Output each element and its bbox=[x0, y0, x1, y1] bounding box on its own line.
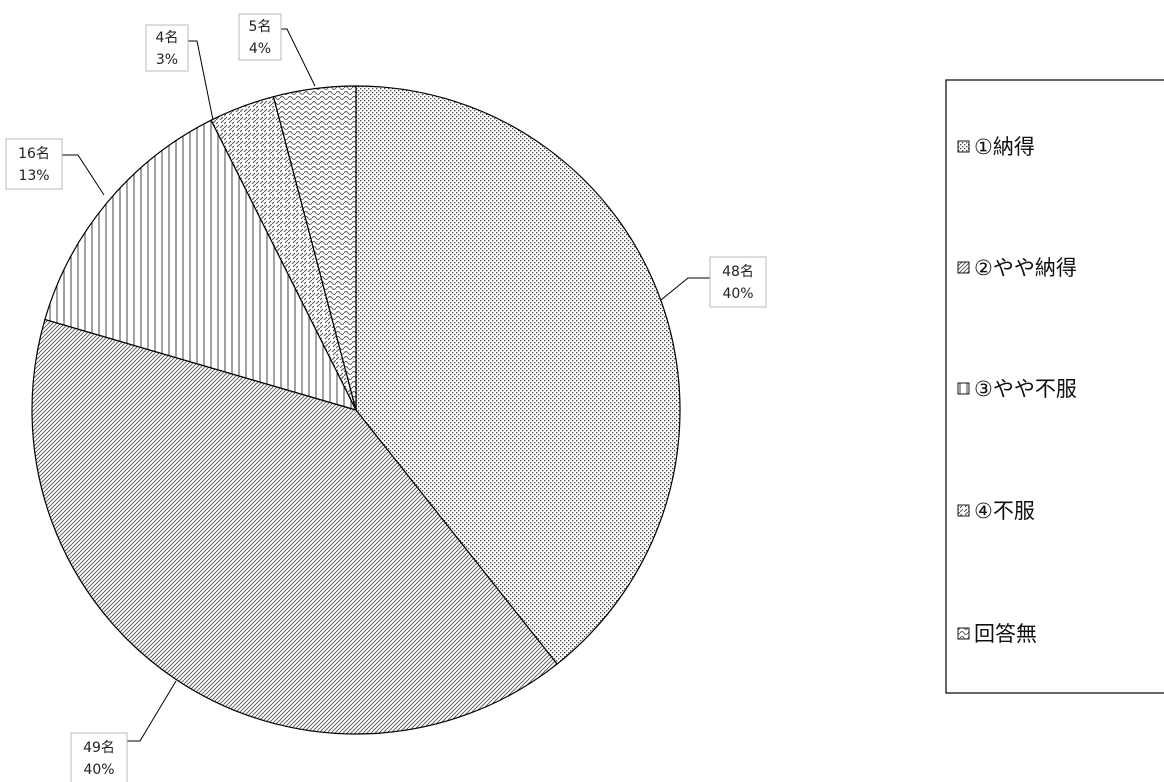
legend-label: ④不服 bbox=[974, 499, 1035, 523]
legend-swatch bbox=[957, 382, 970, 395]
data-label-percent: 40% bbox=[722, 286, 753, 302]
legend-swatch bbox=[957, 261, 970, 274]
leader-line bbox=[188, 40, 214, 121]
data-label-percent: 40% bbox=[83, 762, 114, 778]
leader-line bbox=[127, 680, 177, 742]
data-label-percent: 13% bbox=[18, 168, 49, 184]
data-label-count: 16名 bbox=[18, 146, 50, 162]
data-label-percent: 3% bbox=[156, 52, 178, 68]
pie-slice bbox=[272, 85, 357, 411]
data-label-count: 49名 bbox=[83, 740, 115, 756]
data-label-box bbox=[5, 138, 63, 190]
pie-slice bbox=[355, 85, 681, 665]
leader-line bbox=[281, 28, 316, 87]
legend-label: ②やや納得 bbox=[974, 256, 1077, 280]
data-label-box bbox=[145, 24, 189, 72]
legend-label: ①納得 bbox=[974, 135, 1035, 159]
legend-swatch bbox=[957, 504, 970, 517]
legend-swatch bbox=[957, 627, 970, 640]
pie-slices bbox=[31, 85, 681, 735]
legend-swatch bbox=[957, 140, 970, 153]
legend-box bbox=[945, 79, 1164, 694]
pie-slice bbox=[31, 318, 558, 735]
data-labels: 48名 40% 49名 40% 16名 13% 4名 3% 5名 4% bbox=[5, 13, 767, 782]
data-label-box bbox=[238, 13, 282, 61]
data-label-count: 48名 bbox=[722, 264, 754, 280]
data-label-box bbox=[70, 732, 128, 782]
data-label-box bbox=[709, 256, 767, 308]
data-label-count: 5名 bbox=[249, 19, 272, 35]
data-label-percent: 4% bbox=[249, 41, 271, 57]
pie-slice bbox=[44, 119, 358, 411]
leader-line bbox=[660, 277, 710, 301]
data-label-count: 4名 bbox=[156, 30, 179, 46]
leader-line bbox=[62, 154, 105, 196]
legend-label: ③やや不服 bbox=[974, 377, 1077, 401]
legend-label: 回答無 bbox=[974, 622, 1037, 646]
